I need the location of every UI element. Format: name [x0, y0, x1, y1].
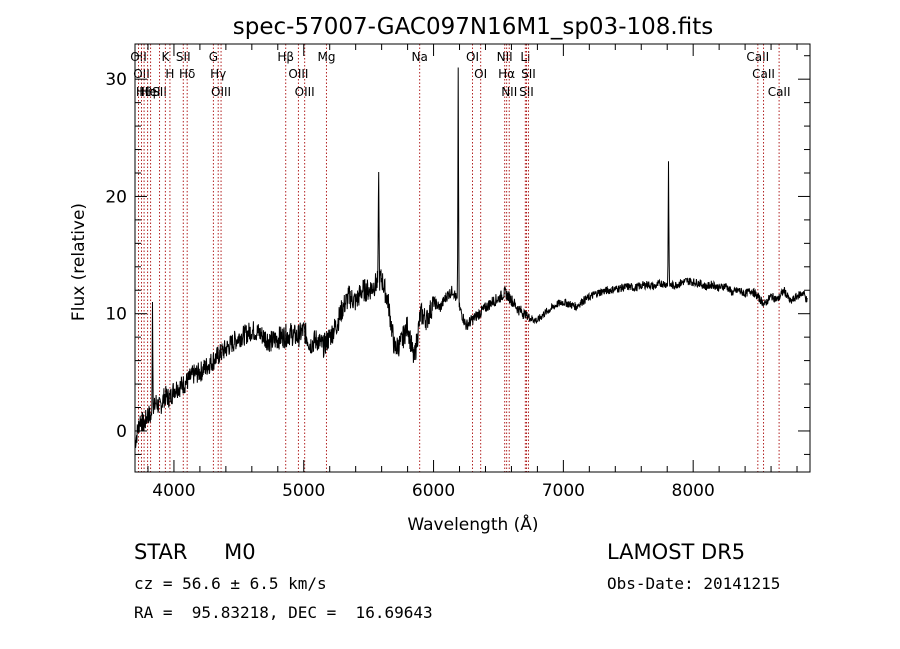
line-label: NII [501, 85, 517, 99]
x-tick-label: 8000 [672, 481, 715, 501]
obs-date-label: Obs-Date: 20141215 [607, 574, 781, 593]
line-label: OI [466, 50, 479, 64]
y-axis-label: Flux (relative) [69, 203, 89, 321]
x-axis-label: Wavelength (Å) [407, 513, 538, 535]
line-label: Hη [139, 85, 156, 99]
y-tick-label: 20 [105, 187, 127, 207]
line-label: OIII [288, 67, 308, 81]
subclass-label: M0 [224, 540, 256, 564]
spectrum-line [134, 67, 808, 448]
velocity-label: cz = 56.6 ± 6.5 km/s [134, 574, 327, 593]
spectral-line-markers: OIIOIIHθHηHeISIIKHSIIHδGHγOIIIHβOIIIOIII… [130, 44, 791, 472]
line-label: Mg [317, 50, 335, 64]
y-tick-label: 30 [105, 70, 127, 90]
line-label: Hδ [179, 67, 195, 81]
class-label: STAR [134, 540, 188, 564]
line-label: Hγ [210, 67, 226, 81]
line-label: SII [152, 85, 167, 99]
line-label: Li [520, 50, 530, 64]
x-tick-label: 5000 [282, 481, 325, 501]
line-label: H [165, 67, 174, 81]
line-label: OIII [211, 85, 231, 99]
plot-frame [134, 43, 811, 473]
line-label: CaII [752, 67, 775, 81]
line-label: Hθ [136, 85, 152, 99]
chart-title: spec-57007-GAC097N16M1_sp03-108.fits [233, 14, 713, 40]
line-label: NII [497, 50, 513, 64]
line-label: OIII [295, 85, 315, 99]
line-label: Hα [498, 67, 515, 81]
line-label: SII [176, 50, 191, 64]
line-label: G [209, 50, 218, 64]
line-label: SII [521, 67, 536, 81]
line-label: SII [519, 85, 534, 99]
line-label: Hβ [277, 50, 294, 64]
line-label: OII [130, 50, 147, 64]
survey-label: LAMOST DR5 [607, 540, 746, 564]
line-label: HeI [141, 85, 161, 99]
x-tick-label: 6000 [412, 481, 455, 501]
object-class: STAR M0 [134, 540, 256, 564]
y-tick-label: 10 [105, 305, 127, 325]
line-label: OII [133, 67, 150, 81]
line-label: CaII [746, 50, 769, 64]
axes: 4000 5000 6000 7000 8000 0 10 20 30 [105, 44, 810, 501]
x-tick-label: 4000 [152, 481, 195, 501]
spectrum-layer [134, 67, 808, 448]
line-label: K [161, 50, 170, 64]
y-tick-label: 0 [116, 422, 127, 442]
line-label: CaII [768, 85, 791, 99]
coordinates-label: RA = 95.83218, DEC = 16.69643 [134, 603, 433, 622]
line-label: Na [411, 50, 427, 64]
line-label: OI [474, 67, 487, 81]
x-tick-label: 7000 [542, 481, 585, 501]
